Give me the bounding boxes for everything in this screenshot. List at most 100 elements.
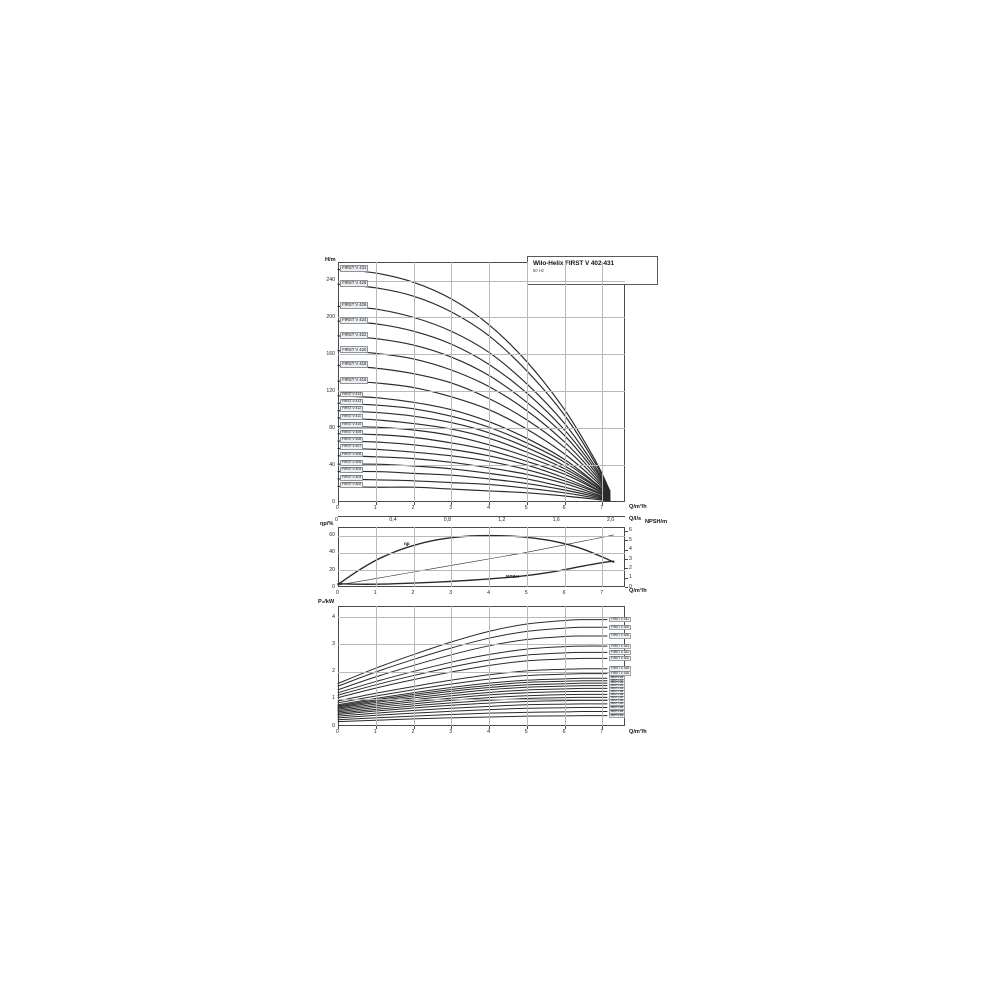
head-curve-label: FIRST V 403 — [340, 474, 364, 481]
head-x-axis-label-primary: Q/m³/h — [629, 504, 647, 510]
eff-x-tick: 6 — [562, 589, 566, 596]
head-y-tick: 40 — [329, 461, 335, 468]
eff-gridline-v — [451, 527, 453, 587]
power-gridline-v — [451, 606, 453, 726]
eff-gridline-v — [526, 527, 528, 587]
power-y-tick: 3 — [332, 640, 335, 647]
power-y-axis-label: P₂/kW — [318, 599, 335, 605]
head-x-tickmark — [602, 502, 604, 505]
head-x-tick-secondary: 0 — [335, 517, 338, 523]
title-box: Wilo-Helix FIRST V 402-431 50 Hz — [527, 256, 658, 285]
head-curve-label: FIRST V 422 — [340, 331, 369, 339]
eff-y-tick-right: 1 — [629, 574, 632, 581]
efficiency-series-label: ηp — [404, 541, 410, 546]
eff-gridline-v — [564, 527, 566, 587]
power-x-tick: 0 — [336, 729, 339, 735]
head-x-tick-secondary: 2,0 — [607, 517, 615, 523]
head-gridline-v — [413, 262, 415, 502]
power-x-tickmark — [602, 726, 604, 729]
power-y-tick: 1 — [332, 695, 335, 702]
power-x-tick: 4 — [487, 729, 490, 735]
head-curve-label: FIRST V 408 — [340, 436, 364, 443]
head-gridline-h — [338, 428, 625, 430]
head-x-tickmark — [526, 502, 528, 505]
eff-y-right-tickmark — [625, 568, 628, 570]
power-gridline-v — [413, 606, 415, 726]
head-gridline-h — [338, 280, 625, 282]
head-curve-label: FIRST V 411 — [340, 413, 363, 420]
eff-y-tick-right: 2 — [629, 564, 632, 571]
power-y-tick: 2 — [332, 668, 335, 675]
power-x-tickmark — [338, 726, 339, 729]
eff-y-right-tickmark — [625, 530, 628, 532]
head-x-tick-primary: 6 — [562, 505, 566, 511]
head-curve-label: FIRST V 406 — [340, 451, 364, 458]
head-x-tick-secondary: 0,4 — [389, 517, 397, 523]
head-x-tickmark — [375, 502, 377, 505]
power-curve-label: FIRST V 426 — [609, 633, 631, 639]
head-curve-label: FIRST V 410 — [340, 422, 364, 428]
power-curve-label: FIRST V 420 — [609, 655, 631, 662]
head-y-tick: 0 — [332, 498, 335, 505]
eff-y-axis-label-left: ηp/% — [320, 521, 334, 527]
eff-x-tick: 0 — [336, 589, 339, 596]
eff-y-right-tickmark — [625, 577, 628, 579]
eff-gridline-v — [489, 527, 491, 587]
eff-y-right-tickmark — [625, 540, 628, 542]
eff-y-tick-right: 6 — [629, 527, 632, 534]
power-x-tickmark — [375, 726, 377, 729]
power-gridline-v — [564, 606, 566, 726]
power-gridline-h — [338, 616, 625, 618]
eff-y-tick-left: 0 — [332, 583, 335, 590]
head-gridline-v — [564, 262, 566, 502]
eff-y-tick-right: 3 — [629, 555, 632, 562]
power-curve-label: FIRST V 404 — [609, 705, 625, 710]
power-x-axis-label: Q/m³/h — [629, 729, 647, 735]
eff-gridline-h — [338, 535, 625, 537]
head-gridline-h — [338, 391, 625, 393]
head-curve-label: FIRST V 426 — [340, 302, 369, 310]
head-curve-label: FIRST V 416 — [340, 376, 369, 384]
head-y-tick: 200 — [326, 314, 335, 320]
eff-x-tick: 5 — [524, 589, 528, 596]
head-gridline-v — [375, 262, 377, 502]
head-curve-label: FIRST V 429 — [340, 280, 369, 288]
eff-gridline-v — [602, 527, 604, 587]
head-x-tickmark — [489, 502, 491, 505]
head-x-tick-primary: 4 — [487, 505, 490, 511]
power-x-tick: 7 — [600, 729, 604, 735]
power-x-tickmark — [413, 726, 415, 729]
eff-y-axis-label-right: NPSH/m — [645, 519, 668, 525]
head-y-tick: 160 — [326, 350, 335, 357]
power-gridline-h — [338, 644, 625, 646]
head-curve-label: FIRST V 407 — [340, 444, 364, 451]
head-secondary-axis-line — [338, 516, 625, 517]
head-y-tick: 240 — [326, 277, 335, 284]
eff-y-tick-left: 40 — [329, 549, 335, 556]
power-y-tick: 0 — [332, 722, 335, 729]
power-x-tick: 6 — [562, 729, 566, 735]
head-gridline-h — [338, 354, 625, 356]
power-curve-label: FIRST V 416 — [609, 671, 631, 677]
head-curve-label: FIRST V 413 — [340, 399, 364, 405]
head-curve-label: FIRST V 424 — [340, 316, 369, 324]
power-curve-label: FIRST V 422 — [609, 649, 631, 656]
title-text: Wilo-Helix FIRST V 402-431 — [533, 260, 615, 267]
head-x-tickmark — [451, 502, 453, 505]
head-x-tick-primary: 7 — [600, 505, 604, 511]
power-curve-label: FIRST V 424 — [609, 643, 631, 649]
power-x-tickmark — [451, 726, 453, 729]
head-x-tick-primary: 5 — [524, 505, 528, 511]
head-y-tick: 80 — [329, 424, 335, 431]
head-x-tickmark — [413, 502, 415, 505]
power-gridline-v — [602, 606, 604, 726]
eff-y-tick-right: 0 — [629, 583, 632, 590]
eff-x-tick: 3 — [449, 589, 453, 596]
power-x-tickmark — [526, 726, 528, 729]
power-gridline-v — [489, 606, 491, 726]
